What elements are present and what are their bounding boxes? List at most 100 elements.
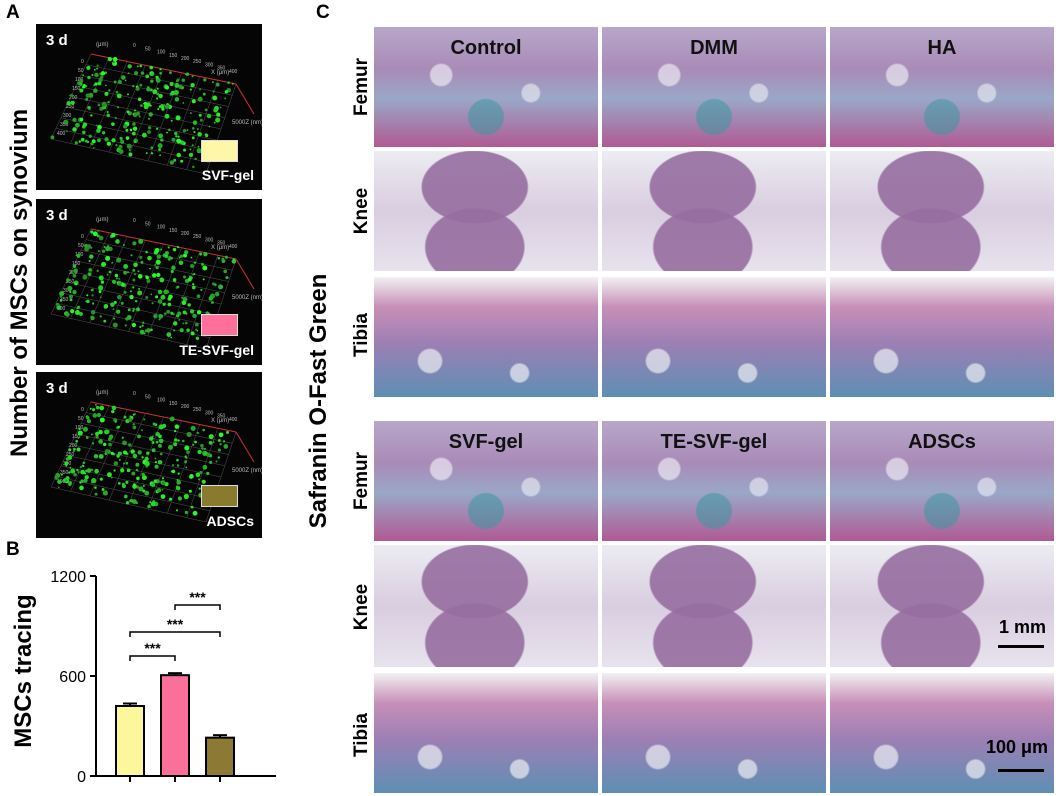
cell-dot [106,111,109,114]
cell-dot [122,124,128,129]
x-tick-label: 400 [229,244,238,250]
significance-label: *** [144,640,161,656]
cell-dot [101,249,106,253]
cell-dot [141,475,147,481]
cell-dot [166,309,171,314]
cell-dot [195,472,201,478]
cell-dot [132,484,137,489]
z-axis-label: 5000Z (nm) [232,120,262,126]
cell-dot [122,484,126,489]
cell-dot [50,135,55,140]
cell-dot [169,416,175,422]
cell-dot [168,256,172,260]
cell-dot [192,313,197,319]
cell-dot [173,438,178,442]
cell-dot [108,442,112,447]
cell-dot [222,440,226,443]
cell-dot [80,137,85,142]
cell-dot [103,246,106,249]
cell-dot [202,278,205,281]
cell-dot [90,230,94,234]
x-tick-label: 300 [205,410,214,416]
cell-dot [79,117,84,122]
cell-dot [116,93,122,99]
cell-dot [140,429,144,432]
cell-dot [159,154,161,157]
cell-dot [196,431,199,435]
cell-dot [147,255,152,261]
histology-tibia-svf-gel [374,673,598,793]
cell-dot [99,296,102,299]
cell-dot [98,454,104,459]
cell-dot [112,56,118,62]
cell-dot [69,298,73,302]
cell-dot [126,143,132,149]
cell-dot [156,87,159,90]
bar [160,674,190,777]
cell-dot [83,472,87,475]
cell-dot [158,148,161,151]
x-tick-label: 350 [217,414,226,420]
cell-dot [128,417,133,422]
cell-dot [184,510,188,515]
cell-dot [165,289,169,294]
cell-dot [129,294,134,300]
cell-dot [176,152,182,158]
cell-dot [104,137,109,142]
cell-dot [101,101,107,107]
cell-dot [137,274,143,279]
cell-dot [115,277,119,280]
cell-dot [69,93,74,98]
cell-dot [208,440,213,445]
cell-dot [227,81,231,85]
cell-dot [186,431,192,438]
cell-dot [186,129,189,131]
grid-line [167,424,200,514]
cell-dot [54,475,59,480]
cell-dot [74,282,77,286]
cell-dot [134,299,138,303]
cell-dot [65,312,70,317]
cell-dot [175,509,179,512]
cell-dot [146,451,150,455]
cell-dot [139,83,143,87]
cell-dot [107,472,112,478]
cell-dot [73,472,77,477]
x-tick-label: 100 [157,398,166,404]
y-tick-label: 50 [78,416,84,422]
cell-dot [84,475,89,480]
cell-dot [171,265,176,270]
cell-dot [154,457,157,460]
cell-dot [70,100,75,105]
cell-dot [70,468,76,474]
cell-dot [97,103,101,107]
cell-dot [139,64,143,68]
y-tick-label: 600 [59,669,86,686]
histology-femur-te-svf-gel: TE-SVF-gel [602,421,826,541]
cell-dot [149,71,152,74]
cell-dot [191,126,195,130]
y-tick-label: 350 [60,297,69,303]
cell-dot [190,256,193,259]
y-tick-label: 200 [69,443,78,449]
group-swatch [201,314,238,336]
cell-dot [92,146,95,149]
cell-dot [55,302,60,307]
cell-dot [130,254,133,257]
significance-bracket [174,604,221,610]
cell-dot [189,148,192,151]
cell-dot [91,294,94,297]
cell-dot [104,91,109,96]
cell-dot [170,311,174,315]
cell-dot [145,250,148,254]
cell-dot [176,285,180,289]
cell-dot [183,148,187,152]
z-axis-label: 5000Z (nm) [232,468,262,474]
cell-dot [86,294,89,297]
cell-dot [68,448,72,452]
cell-dot [152,422,156,426]
cell-dot [110,476,113,479]
cell-dot [216,112,221,117]
cell-dot [108,270,112,274]
cell-dot [129,128,133,132]
